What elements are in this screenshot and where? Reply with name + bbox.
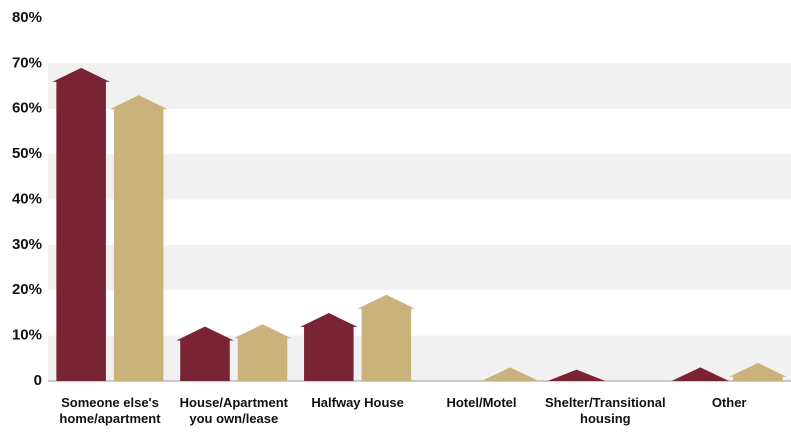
x-tick-label: House/Apartment you own/lease: [179, 395, 288, 426]
y-tick-label: 20%: [12, 281, 42, 298]
bar: [671, 367, 730, 381]
bar: [481, 367, 539, 381]
grid-band: [48, 335, 791, 381]
bar: [729, 362, 787, 381]
x-tick-label: Hotel/Motel: [446, 395, 517, 410]
y-tick-label: 0: [34, 372, 42, 389]
x-tick-label: Halfway House: [311, 395, 404, 410]
x-tick-label: Someone else's home/apartment: [59, 395, 161, 426]
grid-band: [48, 63, 791, 109]
bar: [109, 95, 168, 381]
x-tick-label: Shelter/Transitional housing: [545, 395, 666, 426]
y-tick-label: 10%: [12, 327, 42, 344]
bar: [547, 369, 606, 381]
y-tick-label: 60%: [12, 100, 42, 117]
x-tick-label: Other: [711, 395, 747, 410]
grid-band: [48, 154, 791, 200]
bar: [233, 324, 292, 381]
bar: [300, 312, 358, 381]
y-tick-label: 50%: [12, 145, 42, 162]
grid-band: [48, 244, 791, 291]
bar: [357, 294, 416, 381]
y-tick-label: 70%: [12, 54, 42, 71]
bar: [52, 67, 110, 381]
y-tick-label: 40%: [12, 190, 42, 207]
y-tick-label: 80%: [12, 9, 42, 26]
y-tick-label: 30%: [12, 236, 42, 253]
bar: [176, 326, 234, 381]
